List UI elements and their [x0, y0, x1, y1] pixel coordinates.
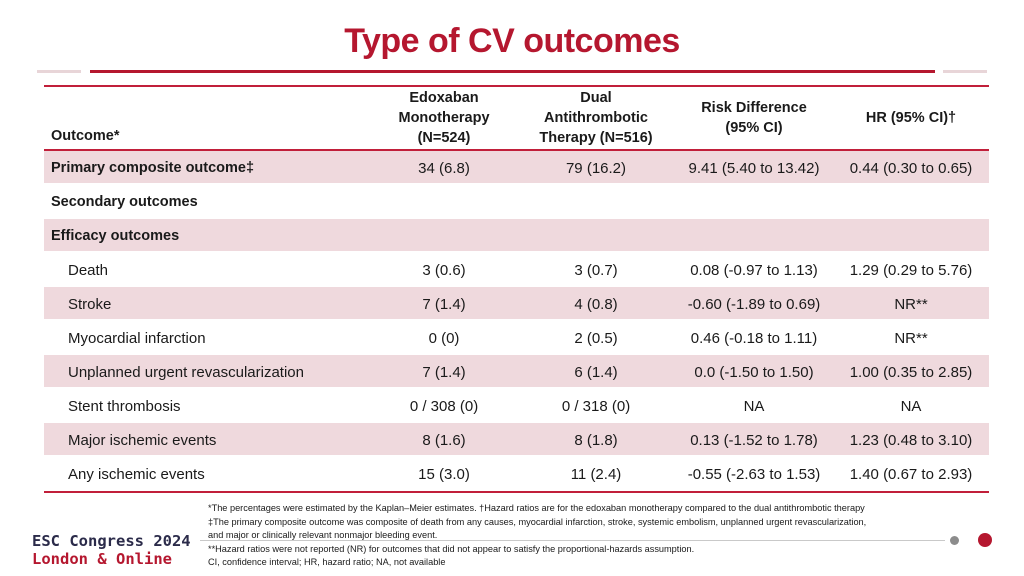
- row-label: Stroke: [68, 295, 112, 313]
- row-label: Death: [68, 261, 109, 279]
- header-edoxaban: Edoxaban Monotherapy (N=524): [384, 87, 504, 149]
- header-hr-line1: HR (95% CI)†: [865, 110, 957, 126]
- footer-dot-grey: [950, 536, 959, 545]
- row-dual: 0 / 318 (0): [561, 397, 631, 415]
- row-risk-diff: 9.41 (5.40 to 13.42): [688, 159, 820, 177]
- row-label: Efficacy outcomes: [51, 228, 180, 244]
- row-hr: 1.23 (0.48 to 3.10): [849, 431, 973, 449]
- table-row-death: Death 3 (0.6) 3 (0.7) 0.08 (-0.97 to 1.1…: [44, 253, 989, 287]
- footer-dot-red: [978, 533, 992, 547]
- footnote-line: and major or clinically relevant nonmajo…: [208, 530, 438, 540]
- row-dual: 11 (2.4): [570, 465, 622, 483]
- table-bottom-border: [44, 491, 989, 493]
- table-row-any-ischemic: Any ischemic events 15 (3.0) 11 (2.4) -0…: [44, 457, 989, 491]
- table-top-border: [44, 85, 989, 87]
- header-hazard-ratio: HR (95% CI)†: [841, 87, 981, 149]
- header-bottom-border: [44, 149, 989, 151]
- row-dual: 4 (0.8): [574, 295, 618, 313]
- row-label: Major ischemic events: [68, 431, 217, 449]
- row-label: Unplanned urgent revascularization: [68, 363, 304, 381]
- table-row-efficacy-heading: Efficacy outcomes: [44, 219, 989, 253]
- row-edoxaban: 8 (1.6): [422, 431, 466, 449]
- row-edoxaban: 7 (1.4): [422, 363, 466, 381]
- logo-line1: ESC Congress 2024: [32, 532, 191, 550]
- table-row-stent-thrombosis: Stent thrombosis 0 / 308 (0) 0 / 318 (0)…: [44, 389, 989, 423]
- row-risk-diff: 0.0 (-1.50 to 1.50): [694, 363, 814, 381]
- row-hr: NR**: [894, 329, 928, 347]
- row-hr: NR**: [894, 295, 928, 313]
- table-row-major-ischemic: Major ischemic events 8 (1.6) 8 (1.8) 0.…: [44, 423, 989, 457]
- table-row-mi: Myocardial infarction 0 (0) 2 (0.5) 0.46…: [44, 321, 989, 355]
- table-row-stroke: Stroke 7 (1.4) 4 (0.8) -0.60 (-1.89 to 0…: [44, 287, 989, 321]
- title-rule-right: [943, 70, 987, 73]
- header-edoxaban-line2: Monotherapy: [398, 110, 490, 126]
- row-risk-diff: NA: [743, 397, 765, 415]
- row-dual: 3 (0.7): [574, 261, 618, 279]
- header-edoxaban-line3: (N=524): [417, 130, 471, 146]
- row-edoxaban: 15 (3.0): [418, 465, 470, 483]
- row-risk-diff: -0.55 (-2.63 to 1.53): [687, 465, 821, 483]
- row-hr: 1.40 (0.67 to 2.93): [849, 465, 973, 483]
- congress-logo: ESC Congress 2024 London & Online: [32, 532, 191, 568]
- header-rd-line1: Risk Difference: [701, 100, 807, 116]
- row-risk-diff: 0.13 (-1.52 to 1.78): [690, 431, 818, 449]
- row-edoxaban: 34 (6.8): [418, 159, 470, 177]
- row-edoxaban: 7 (1.4): [422, 295, 466, 313]
- row-label: Stent thrombosis: [68, 397, 181, 415]
- row-risk-diff: 0.46 (-0.18 to 1.11): [690, 329, 818, 347]
- row-label: Myocardial infarction: [68, 329, 206, 347]
- header-dual-line2: Antithrombotic: [544, 110, 648, 126]
- footnote-line: **Hazard ratios were not reported (NR) f…: [208, 543, 695, 554]
- header-dual-line1: Dual: [580, 90, 612, 106]
- logo-line2: London & Online: [32, 550, 172, 568]
- table-row-primary: Primary composite outcome‡ 34 (6.8) 79 (…: [44, 151, 989, 185]
- row-risk-diff: -0.60 (-1.89 to 0.69): [687, 295, 821, 313]
- footnotes: *The percentages were estimated by the K…: [208, 502, 968, 570]
- row-hr: 1.29 (0.29 to 5.76): [849, 261, 973, 279]
- row-dual: 2 (0.5): [574, 329, 618, 347]
- header-outcome: Outcome*: [51, 128, 120, 144]
- header-dual-therapy: Dual Antithrombotic Therapy (N=516): [526, 87, 666, 149]
- table-row-secondary-heading: Secondary outcomes: [44, 185, 989, 219]
- header-rd-line2: (95% CI): [725, 120, 783, 136]
- title-rule: [90, 70, 935, 73]
- row-dual: 8 (1.8): [574, 431, 618, 449]
- footer-divider: [200, 540, 945, 541]
- slide-title: Type of CV outcomes: [344, 22, 680, 60]
- row-edoxaban: 3 (0.6): [422, 261, 466, 279]
- header-edoxaban-line1: Edoxaban: [409, 90, 479, 106]
- footnote-line: ‡The primary composite outcome was compo…: [208, 516, 867, 527]
- title-rule-left: [37, 70, 81, 73]
- row-hr: 1.00 (0.35 to 2.85): [849, 363, 973, 381]
- row-hr: 0.44 (0.30 to 0.65): [849, 159, 973, 177]
- row-risk-diff: 0.08 (-0.97 to 1.13): [690, 261, 818, 279]
- row-dual: 79 (16.2): [565, 159, 627, 177]
- footnote-line: CI, confidence interval; HR, hazard rati…: [208, 557, 446, 567]
- row-dual: 6 (1.4): [574, 363, 618, 381]
- row-label: Primary composite outcome‡: [51, 160, 255, 176]
- row-hr: NA: [900, 397, 922, 415]
- table-header: Outcome* Edoxaban Monotherapy (N=524) Du…: [44, 87, 989, 149]
- header-dual-line3: Therapy (N=516): [539, 130, 653, 146]
- footnote-line: *The percentages were estimated by the K…: [208, 503, 865, 513]
- row-edoxaban: 0 (0): [428, 329, 460, 347]
- row-edoxaban: 0 / 308 (0): [409, 397, 479, 415]
- table-row-revascularization: Unplanned urgent revascularization 7 (1.…: [44, 355, 989, 389]
- row-label: Any ischemic events: [68, 465, 205, 483]
- outcomes-table: Outcome* Edoxaban Monotherapy (N=524) Du…: [44, 85, 989, 493]
- row-label: Secondary outcomes: [51, 194, 198, 210]
- header-risk-difference: Risk Difference (95% CI): [672, 87, 836, 149]
